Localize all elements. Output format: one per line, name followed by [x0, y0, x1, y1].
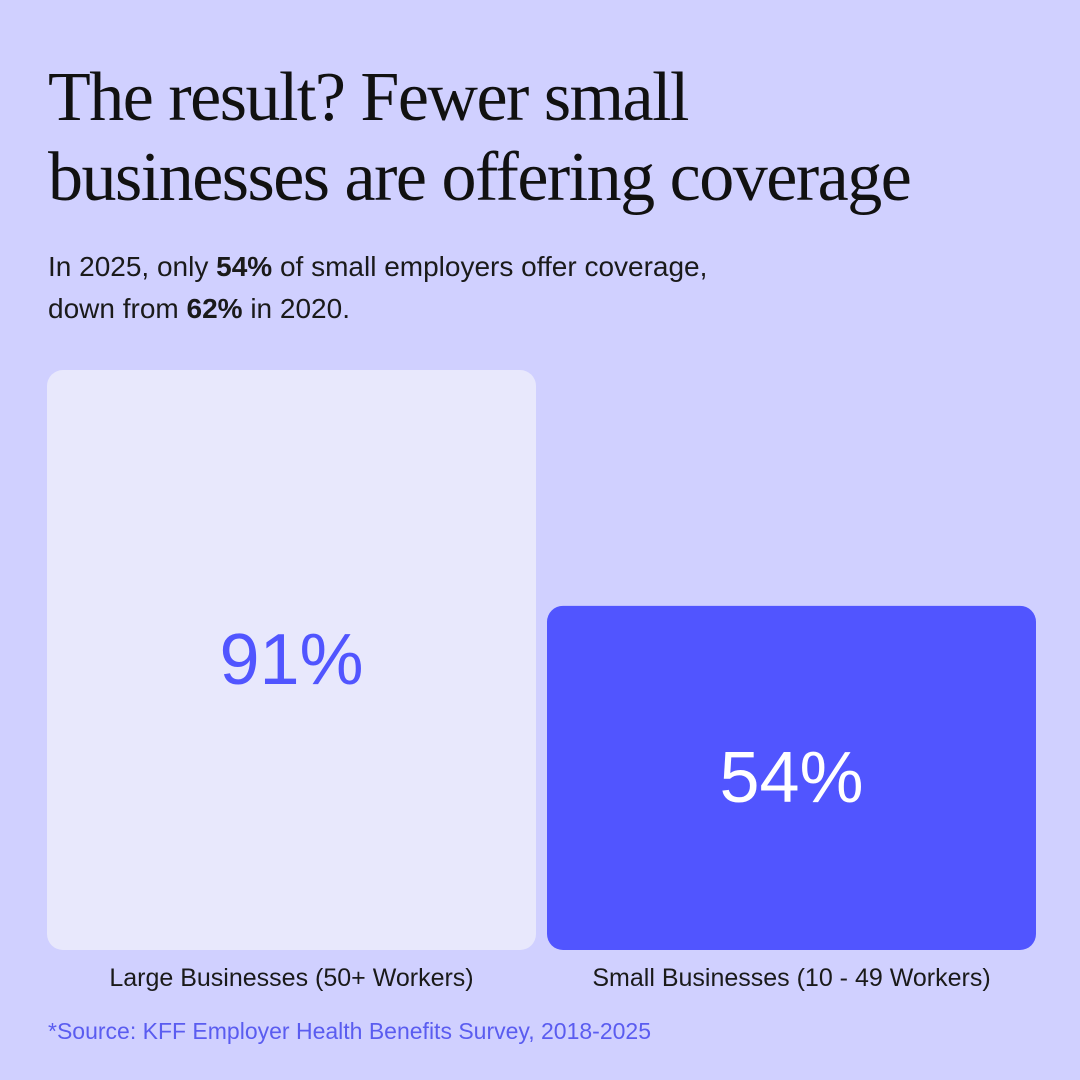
bar-value-label-large-businesses: 91% — [219, 620, 363, 700]
subtitle-line-2: down from 62% in 2020. — [48, 288, 1048, 330]
subtitle-line-1: In 2025, only 54% of small employers off… — [48, 246, 1048, 288]
subtitle-highlight-2025: 54% — [216, 251, 273, 282]
title-line-2: businesses are offering coverage — [48, 139, 912, 216]
subtitle-line-2-post: in 2020. — [242, 293, 350, 324]
title-line-1: The result? Fewer small — [48, 59, 690, 136]
category-label-large-businesses: Large Businesses (50+ Workers) — [109, 964, 473, 992]
subtitle-line-1-pre: In 2025, only — [48, 251, 217, 282]
subtitle-line-2-pre: down from — [48, 293, 187, 324]
bar-large-businesses — [47, 370, 536, 950]
category-label-small-businesses: Small Businesses (10 - 49 Workers) — [592, 964, 990, 992]
bar-value-label-small-businesses: 54% — [719, 738, 863, 818]
subtitle-line-1-post: of small employers offer coverage, — [272, 251, 708, 282]
subtitle: In 2025, only 54% of small employers off… — [48, 246, 1048, 330]
page-title: The result? Fewer small businesses are o… — [48, 58, 1048, 218]
bar-small-businesses — [547, 605, 1036, 950]
source-note: *Source: KFF Employer Health Benefits Su… — [48, 1018, 651, 1044]
subtitle-highlight-2020: 62% — [186, 293, 243, 324]
